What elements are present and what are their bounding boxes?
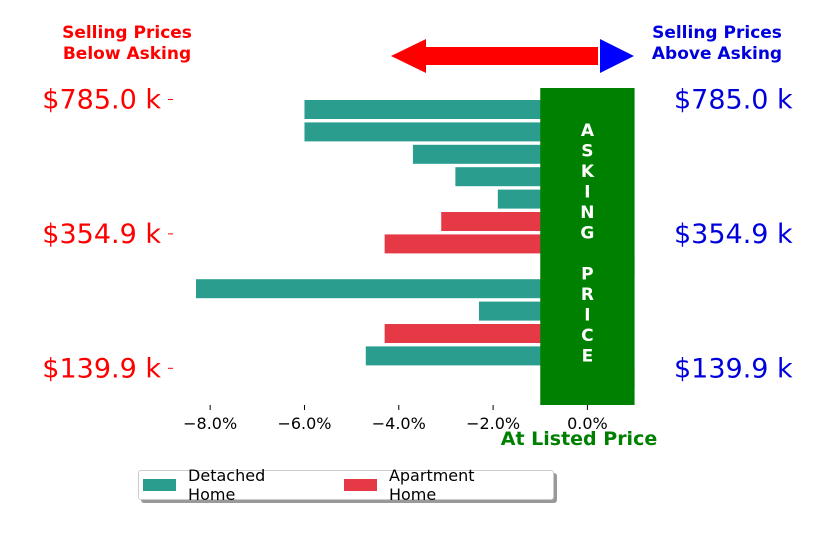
bar-10 (384, 324, 588, 343)
bar-11 (365, 346, 588, 366)
asking-band-rect (540, 88, 635, 405)
price-labels: $785.0 k $785.0 k $354.9 k $354.9 k $139.9 k… (42, 85, 793, 385)
asking-band-letter: S (581, 142, 593, 162)
legend-item-detached: Detached Home (143, 466, 314, 504)
x-tick-label: 0.0% (567, 414, 608, 433)
right-arrow-icon (600, 39, 634, 73)
bar-6 (384, 234, 588, 254)
asking-band-letter: I (584, 306, 590, 326)
asking-band-letter: P (581, 265, 593, 285)
asking-band-letter: A (581, 121, 595, 141)
asking-band-letter: G (580, 224, 594, 244)
left-header-line: Selling Prices (62, 23, 192, 43)
asking-band-letter: E (582, 347, 594, 367)
price-label-right: $354.9 k (674, 219, 793, 250)
price-label-right: $139.9 k (674, 353, 793, 384)
x-axis-label: At Listed Price (501, 428, 657, 450)
asking-band-letter: R (581, 285, 594, 305)
bar-8 (196, 279, 588, 299)
price-label-left: $139.9 k (42, 353, 161, 384)
legend-swatch-detached (143, 479, 177, 491)
x-tick-label: −6.0% (277, 414, 331, 433)
x-axis: −8.0% −6.0% −4.0% −2.0% 0.0%At Listed Price (183, 405, 657, 450)
legend-label-apartment: Apartment Home (388, 466, 475, 504)
bar-0 (304, 100, 588, 119)
bar-1 (304, 122, 588, 142)
x-tick-label: −4.0% (372, 414, 426, 433)
price-label-left: $354.9 k (42, 219, 161, 250)
right-header-line: Selling Prices (652, 23, 782, 43)
asking-band-letter: K (581, 162, 595, 182)
x-tick-label: −2.0% (466, 414, 520, 433)
left-header-line: Below Asking (63, 44, 191, 64)
legend-label-detached: Detached Home (188, 466, 266, 504)
legend-swatch-apartment (343, 479, 377, 491)
legend: Detached Home Apartment Home (138, 466, 554, 504)
price-label-left: $785.0 k (42, 85, 161, 116)
direction-arrow-icon (391, 39, 634, 73)
left-arrow-icon (391, 39, 598, 73)
asking-band-letter: N (580, 203, 594, 223)
legend-item-apartment: Apartment Home (343, 466, 523, 504)
right-header-line: Above Asking (652, 44, 782, 64)
asking-band-letter: I (584, 183, 590, 203)
x-tick-label: −8.0% (183, 414, 237, 433)
asking-band-letter: C (581, 326, 593, 346)
price-label-right: $785.0 k (674, 85, 793, 116)
